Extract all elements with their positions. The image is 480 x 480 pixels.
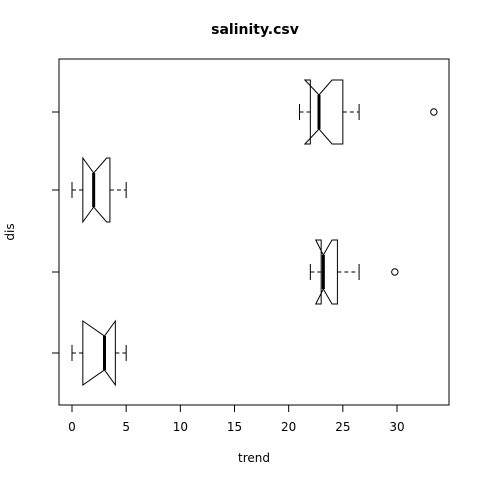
- x-axis: 0 5 10 15 20 25 30: [68, 404, 405, 434]
- notched-box: [303, 79, 344, 145]
- chart-title: salinity.csv: [211, 22, 299, 38]
- x-tick-label: 10: [173, 420, 188, 434]
- box-group-3: [71, 156, 127, 224]
- notched-box: [82, 319, 116, 387]
- x-tick-label: 30: [389, 420, 404, 434]
- outlier-point: [391, 268, 399, 276]
- x-tick-label: 20: [281, 420, 296, 434]
- x-tick-label: 5: [122, 420, 130, 434]
- y-axis-label: dis: [3, 223, 17, 240]
- box-group-1: [71, 319, 127, 387]
- x-tick-label: 0: [68, 420, 76, 434]
- box-group-4: [299, 79, 438, 145]
- outlier-point: [430, 108, 438, 116]
- x-tick-label: 15: [227, 420, 242, 434]
- x-axis-label: trend: [238, 451, 270, 465]
- box-group-2: [309, 239, 399, 305]
- x-tick-label: 25: [335, 420, 350, 434]
- notched-box: [314, 239, 338, 305]
- boxes: [71, 79, 438, 387]
- y-axis: [52, 111, 60, 354]
- notched-box: [82, 156, 111, 224]
